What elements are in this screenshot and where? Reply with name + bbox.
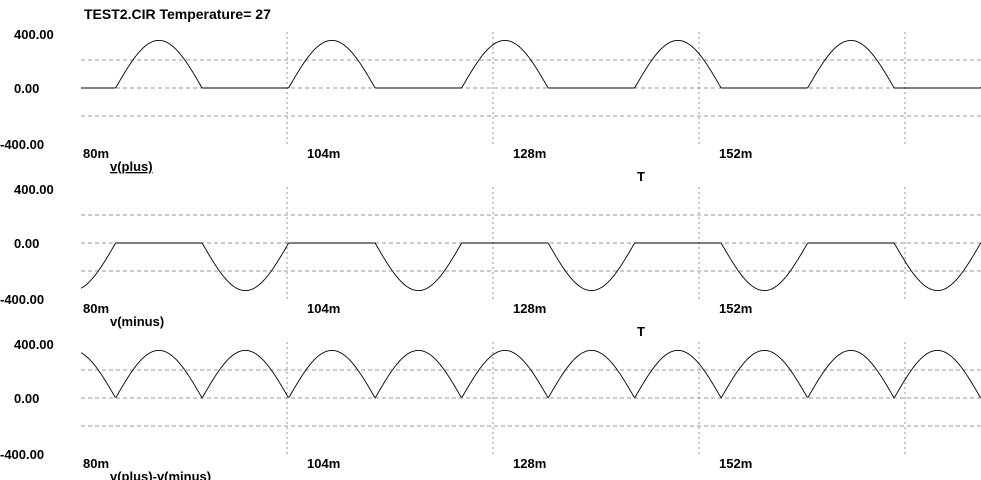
x-tick-label: 152m (719, 456, 752, 471)
x-axis-label: T (637, 169, 645, 184)
y-tick-label: 400.00 (14, 337, 54, 352)
trace-name: v(plus) (110, 159, 153, 174)
series-line (80, 242, 981, 292)
x-tick-label: 80m (83, 301, 109, 316)
trace-name: v(plus)-v(minus) (110, 469, 211, 480)
x-tick-label: 128m (513, 146, 546, 161)
y-tick-label: 0.00 (14, 81, 39, 96)
series-line (80, 349, 981, 399)
x-tick-label: 152m (719, 301, 752, 316)
y-tick-label: -400.00 (0, 137, 44, 152)
x-tick-label: 152m (719, 146, 752, 161)
x-tick-label: 104m (307, 301, 340, 316)
x-tick-label: 128m (513, 301, 546, 316)
series-line (81, 39, 981, 89)
y-tick-label: -400.00 (0, 292, 44, 307)
trace-name: v(minus) (110, 314, 164, 329)
x-tick-label: 80m (83, 456, 109, 471)
x-tick-label: 80m (83, 146, 109, 161)
panel-2: 400.00 0.00 -400.00 80m 104m 128m 152m v(minus)… (0, 182, 981, 339)
y-tick-label: -400.00 (0, 447, 44, 462)
x-tick-label: 104m (307, 456, 340, 471)
y-tick-label: 0.00 (14, 391, 39, 406)
panel-3: 400.00 0.00 -400.00 80m 104m 128m 152m v(plus)-… (0, 337, 981, 480)
panel-1: 400.00 0.00 -400.00 80m 104m 128m 152m v(plus) T (0, 27, 981, 184)
x-axis-label: T (637, 324, 645, 339)
plot-title: TEST2.CIR Temperature= 27 (84, 6, 271, 22)
y-tick-label: 0.00 (14, 236, 39, 251)
y-tick-label: 400.00 (14, 27, 54, 42)
x-tick-label: 128m (513, 456, 546, 471)
x-tick-label: 104m (307, 146, 340, 161)
y-tick-label: 400.00 (14, 182, 54, 197)
